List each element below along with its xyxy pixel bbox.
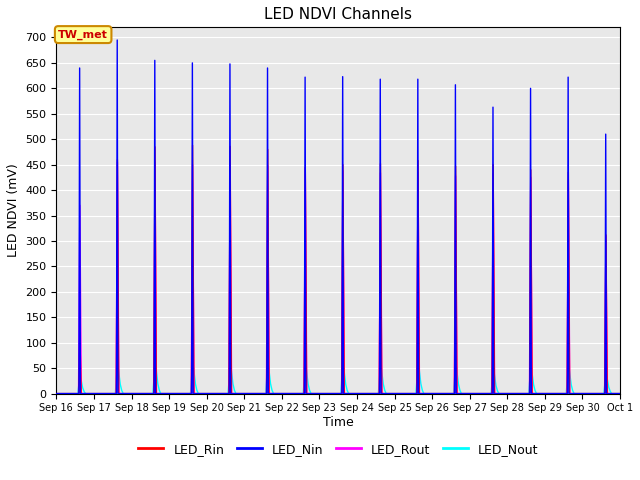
X-axis label: Time: Time bbox=[323, 416, 353, 429]
Legend: LED_Rin, LED_Nin, LED_Rout, LED_Nout: LED_Rin, LED_Nin, LED_Rout, LED_Nout bbox=[133, 438, 543, 461]
Title: LED NDVI Channels: LED NDVI Channels bbox=[264, 7, 412, 22]
Text: TW_met: TW_met bbox=[58, 29, 108, 40]
Y-axis label: LED NDVI (mV): LED NDVI (mV) bbox=[7, 164, 20, 257]
